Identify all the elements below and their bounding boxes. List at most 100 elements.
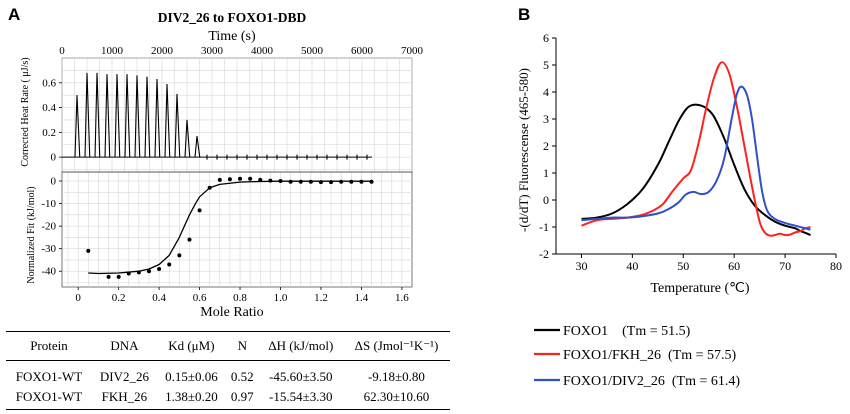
itc-data-point xyxy=(268,178,273,183)
itc-data-point xyxy=(86,248,91,253)
itc-bottom-x-tick-label: 1.2 xyxy=(314,292,328,304)
itc-bottom-y-tick-label: -30 xyxy=(41,243,56,255)
itc-data-point xyxy=(288,179,293,184)
itc-data-point xyxy=(238,176,243,181)
itc-top-x-tick-label: 2000 xyxy=(151,45,174,57)
itc-data-point xyxy=(278,179,283,184)
melt-x-tick-label: 80 xyxy=(830,259,842,273)
table-cell: FOXO1-WT xyxy=(6,387,92,410)
itc-data-point xyxy=(126,271,131,276)
legend-entry-label: FOXO1 (Tm = 51.5) xyxy=(563,324,691,339)
itc-data-point xyxy=(167,262,172,267)
itc-top-ylabel: Corrected Heat Rate ( μJ/s) xyxy=(20,57,31,166)
itc-bottom-y-tick-label: 0 xyxy=(51,176,57,188)
itc-data-point xyxy=(106,274,111,279)
melt-y-tick-label: 4 xyxy=(543,85,549,99)
itc-top-xlabel: Time (s) xyxy=(208,29,256,44)
melt-y-tick-label: 3 xyxy=(543,112,549,126)
itc-data-point xyxy=(359,179,364,184)
legend-entry-label: FOXO1/DIV2_26 (Tm = 61.4) xyxy=(563,374,740,389)
itc-injection-peak xyxy=(174,93,181,158)
itc-data-point xyxy=(177,253,182,258)
table-cell: DIV2_26 xyxy=(99,369,149,384)
itc-data-point xyxy=(197,208,202,213)
itc-injection-peak xyxy=(74,95,81,158)
melt-x-tick-label: 60 xyxy=(728,259,740,273)
itc-injection-peak xyxy=(154,79,161,158)
itc-data-point xyxy=(217,177,222,182)
table-header-cell: N xyxy=(225,331,259,361)
itc-data-point xyxy=(157,266,162,271)
melt-y-tick-label: 0 xyxy=(543,193,549,207)
itc-data-point xyxy=(329,180,334,185)
itc-data-point xyxy=(369,179,374,184)
melt-ylabel: -(d/dT) Fluorescense (465-580) xyxy=(516,68,531,232)
itc-injection-peak xyxy=(124,74,131,158)
table-cell: 0.15±0.06 xyxy=(165,369,218,384)
table-cell: FKH_26 xyxy=(91,387,157,410)
panel-a-letter: A xyxy=(8,5,20,24)
itc-bottom-frame xyxy=(61,171,413,288)
itc-data-point xyxy=(339,179,344,184)
table-cell: 1.38±0.20 xyxy=(156,387,226,410)
itc-injection-peak xyxy=(104,74,111,158)
melt-x-tick-label: 40 xyxy=(626,259,638,273)
itc-data-point xyxy=(248,176,253,181)
itc-data-point xyxy=(308,179,313,184)
itc-heat-rate-plot: 0 1000 2000 3000 4000 5000 6000 7000 0 0.2 0.4 0.6 xyxy=(42,45,424,173)
itc-injection-peak xyxy=(84,72,91,158)
itc-top-x-tick-label: 1000 xyxy=(101,45,124,57)
itc-injection-peak xyxy=(184,119,191,158)
melt-y-tick-label: 2 xyxy=(543,139,549,153)
itc-top-x-tick-label: 0 xyxy=(59,45,65,57)
itc-bottom-x-tick-label: 0 xyxy=(75,292,81,304)
itc-top-x-tick-label: 3000 xyxy=(201,45,224,57)
itc-data-point xyxy=(136,270,141,275)
itc-top-x-tick-label: 7000 xyxy=(401,45,424,57)
itc-bottom-x-tick-label: 1.0 xyxy=(274,292,288,304)
itc-injection-peak xyxy=(114,74,121,158)
itc-bottom-xlabel: Mole Ratio xyxy=(200,305,263,320)
melt-series-foxo1 xyxy=(581,103,811,236)
melt-y-tick-label: -1 xyxy=(539,220,549,234)
melt-x-tick-label: 30 xyxy=(575,259,587,273)
table-cell: 62.30±10.60 xyxy=(342,387,450,410)
itc-bottom-y-tick-label: -10 xyxy=(41,198,56,210)
itc-injection-peak xyxy=(94,72,101,158)
table-body: FOXO1-WT DIV2_26 0.15±0.06 0.52 -45.60±3.50 -… xyxy=(6,361,450,410)
table-header-cell: Kd (μM) xyxy=(156,331,226,361)
table-header-cell: Protein xyxy=(6,331,92,361)
table-cell: FOXO1-WT xyxy=(15,369,83,384)
itc-top-y-tick-label: 0.6 xyxy=(42,77,56,89)
table-row: FOXO1-WT DIV2_26 0.15±0.06 0.52 -45.60±3.50 -… xyxy=(6,361,450,388)
itc-data-point xyxy=(116,274,121,279)
table-cell: 0.52 xyxy=(230,369,254,384)
melt-xlabel: Temperature (℃) xyxy=(650,281,749,296)
itc-data-point xyxy=(298,179,303,184)
itc-data-point xyxy=(207,185,212,190)
itc-bottom-x-tick-label: 0.6 xyxy=(193,292,207,304)
itc-data-point xyxy=(318,180,323,185)
itc-bottom-x-tick-label: 0.4 xyxy=(152,292,166,304)
itc-top-y-tick-label: 0.2 xyxy=(42,127,56,139)
itc-fit-curve xyxy=(88,180,372,275)
itc-injection-peak xyxy=(194,135,201,158)
itc-title: DIV2_26 to FOXO1-DBD xyxy=(158,10,307,25)
melt-y-tick-label: 5 xyxy=(543,58,549,72)
itc-parameters-table: Protein DNA Kd (μM) N ΔH (kJ/mol) ΔS (Jmol⁻¹K… xyxy=(6,331,450,410)
itc-bottom-x-tick-label: 1.4 xyxy=(355,292,369,304)
table-header-cell: ΔS (Jmol⁻¹K⁻¹) xyxy=(342,331,450,361)
table-header-row: Protein DNA Kd (μM) N ΔH (kJ/mol) ΔS (Jmol⁻¹K… xyxy=(6,331,450,361)
itc-injection-peak xyxy=(164,84,171,158)
melt-legend: FOXO1 (Tm = 51.5) FOXO1/FKH_26 (Tm = 57.5… xyxy=(534,324,740,389)
itc-top-x-tick-label: 6000 xyxy=(351,45,374,57)
itc-top-y-tick-label: 0.4 xyxy=(42,102,56,114)
itc-data-point xyxy=(146,269,151,274)
itc-injection-peak xyxy=(144,76,151,158)
panel-b-letter: B xyxy=(518,5,530,24)
itc-injection-peak xyxy=(134,75,141,158)
melt-y-tick-label: 1 xyxy=(543,166,549,180)
itc-data-point xyxy=(187,237,192,242)
melt-y-tick-label: -2 xyxy=(539,247,549,261)
